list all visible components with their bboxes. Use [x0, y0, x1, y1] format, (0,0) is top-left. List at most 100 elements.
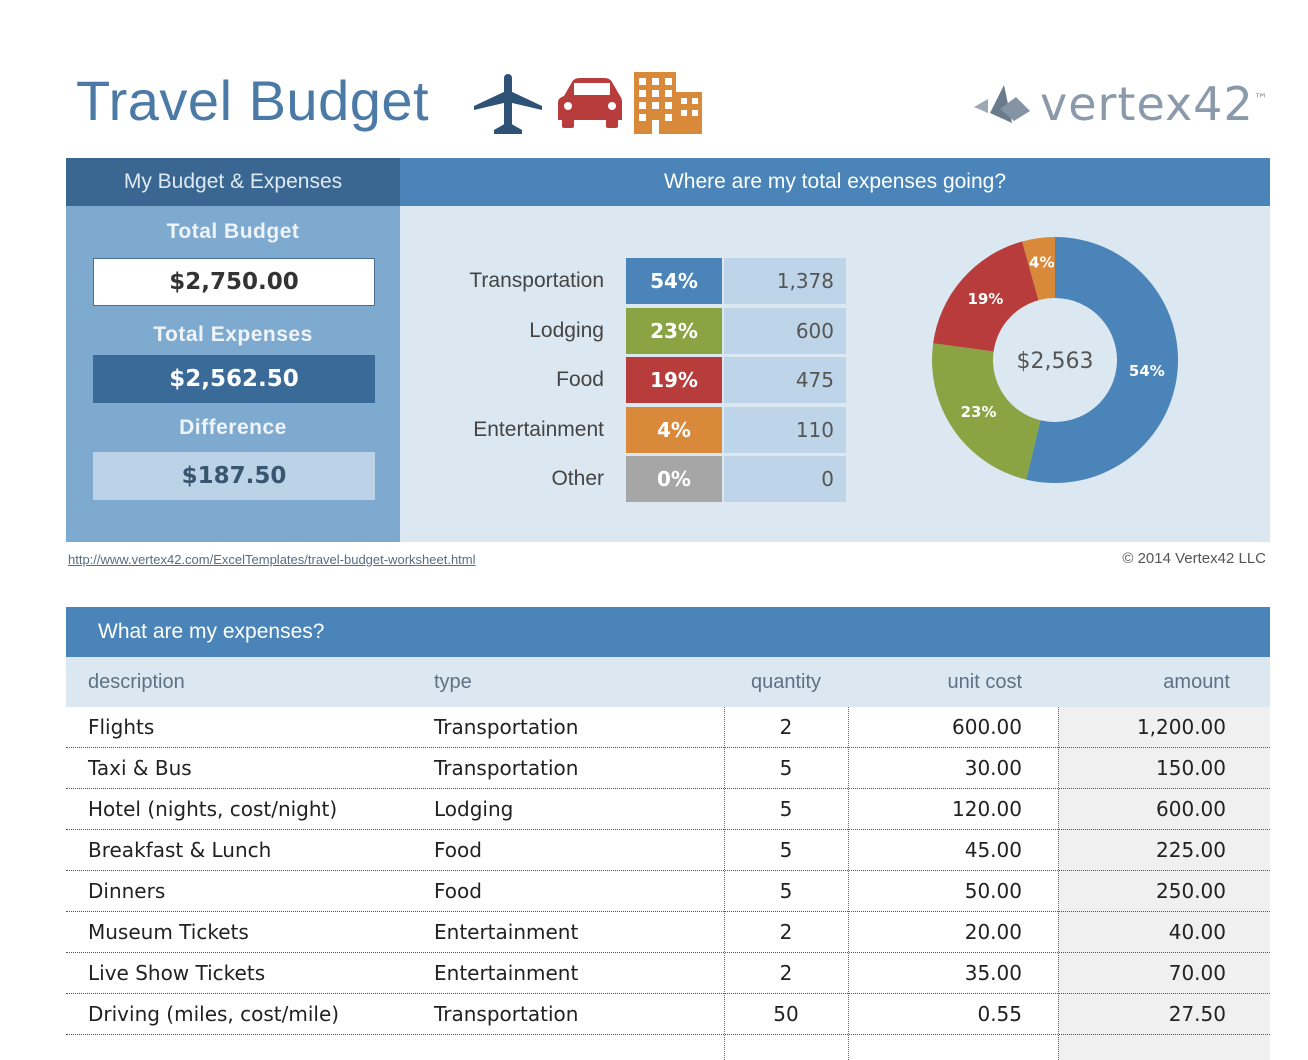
category-percent: 4% [626, 407, 722, 453]
travel-icons [474, 72, 702, 134]
cell-unit-cost[interactable]: 30.00 [964, 756, 1022, 780]
cell-description[interactable]: Taxi & Bus [88, 756, 192, 780]
cell-amount[interactable]: 225.00 [1156, 838, 1226, 862]
column-header-description: description [88, 671, 185, 693]
category-percent: 0% [626, 456, 722, 502]
category-label: Food [556, 368, 604, 391]
cell-quantity[interactable]: 5 [779, 879, 793, 903]
donut-slice-food [933, 241, 1039, 352]
donut-slice-transportation [1026, 237, 1178, 483]
cell-description[interactable]: Driving (miles, cost/mile) [88, 1002, 340, 1026]
cell-quantity[interactable]: 5 [779, 756, 793, 780]
cell-quantity[interactable]: 5 [779, 797, 793, 821]
page-title: Travel Budget [76, 69, 430, 132]
building-icon [634, 72, 702, 134]
table-row [66, 707, 1270, 748]
cell-unit-cost[interactable]: 600.00 [952, 715, 1022, 739]
table-row [66, 912, 1270, 953]
cell-amount[interactable]: 27.50 [1168, 1002, 1226, 1026]
cell-amount[interactable]: 40.00 [1168, 920, 1226, 944]
vertex42-wordmark: vertex42™ [1040, 77, 1269, 131]
vertex42-logo: vertex42™ [972, 76, 1269, 132]
cell-type[interactable]: Food [434, 838, 482, 862]
column-header-quantity: quantity [750, 671, 822, 693]
category-label: Other [551, 467, 604, 490]
cell-amount[interactable]: 1,200.00 [1136, 715, 1226, 739]
cell-amount[interactable]: 150.00 [1156, 756, 1226, 780]
cell-amount[interactable]: 250.00 [1156, 879, 1226, 903]
table-row [66, 871, 1270, 912]
table-row [66, 748, 1270, 789]
category-amount: 1,378 [724, 258, 846, 304]
table-row [66, 830, 1270, 871]
cell-description[interactable]: Hotel (nights, cost/night) [88, 797, 338, 821]
cell-unit-cost[interactable]: 50.00 [964, 879, 1022, 903]
column-divider [1058, 707, 1059, 1060]
column-header-amount: amount [1163, 671, 1230, 693]
airplane-icon [474, 74, 542, 134]
category-amount: 110 [724, 407, 846, 453]
cell-quantity[interactable]: 2 [779, 715, 793, 739]
breakdown-panel-header: Where are my total expenses going? [400, 158, 1270, 206]
cell-quantity[interactable]: 5 [779, 838, 793, 862]
cell-description[interactable]: Flights [88, 715, 155, 739]
category-amount: 475 [724, 357, 846, 403]
cell-type[interactable]: Lodging [434, 797, 514, 821]
cell-unit-cost[interactable]: 20.00 [964, 920, 1022, 944]
column-divider [724, 707, 725, 1060]
cell-type[interactable]: Entertainment [434, 920, 579, 944]
total-budget-label: Total Budget [166, 220, 300, 243]
cell-type[interactable]: Transportation [434, 756, 579, 780]
expense-donut-chart: 54% 23% 19% 4% $2,563 [932, 237, 1178, 483]
expenses-column-header-row [66, 657, 1270, 707]
cell-description[interactable]: Dinners [88, 879, 166, 903]
expenses-table-header: What are my expenses? [66, 607, 1270, 657]
donut-slice-label: 19% [967, 290, 1003, 308]
cell-amount[interactable]: 70.00 [1168, 961, 1226, 985]
cell-type[interactable]: Entertainment [434, 961, 579, 985]
category-label: Transportation [469, 269, 604, 292]
cell-description[interactable]: Museum Tickets [88, 920, 249, 944]
cell-type[interactable]: Food [434, 879, 482, 903]
source-url-link[interactable]: http://www.vertex42.com/ExcelTemplates/t… [68, 552, 476, 567]
table-row [66, 789, 1270, 830]
category-amount: 0 [724, 456, 846, 502]
donut-slice-entertainment [1022, 237, 1055, 301]
cell-unit-cost[interactable]: 0.55 [977, 1002, 1022, 1026]
category-percent: 23% [626, 308, 722, 354]
cell-unit-cost[interactable]: 45.00 [964, 838, 1022, 862]
category-percent: 54% [626, 258, 722, 304]
donut-slice-label: 54% [1129, 362, 1165, 380]
category-label: Lodging [529, 319, 604, 342]
category-amount: 600 [724, 308, 846, 354]
cell-type[interactable]: Transportation [434, 715, 579, 739]
donut-slice-lodging [932, 343, 1041, 480]
total-budget-value[interactable]: $2,750.00 [93, 258, 375, 306]
cell-unit-cost[interactable]: 120.00 [952, 797, 1022, 821]
car-icon [558, 78, 622, 128]
cell-quantity[interactable]: 50 [773, 1002, 799, 1026]
vertex42-mark-icon [974, 85, 1030, 123]
cell-unit-cost[interactable]: 35.00 [964, 961, 1022, 985]
cell-quantity[interactable]: 2 [779, 961, 793, 985]
difference-label: Difference [179, 416, 287, 439]
cell-description[interactable]: Live Show Tickets [88, 961, 266, 985]
category-percent: 19% [626, 357, 722, 403]
cell-quantity[interactable]: 2 [779, 920, 793, 944]
category-label: Entertainment [473, 418, 604, 441]
copyright-text: © 2014 Vertex42 LLC [1122, 550, 1266, 567]
cell-amount[interactable]: 600.00 [1156, 797, 1226, 821]
budget-panel-header: My Budget & Expenses [66, 158, 400, 206]
total-expenses-label: Total Expenses [153, 323, 313, 346]
total-expenses-value: $2,562.50 [93, 355, 375, 403]
donut-center-total: $2,563 [1017, 349, 1094, 374]
cell-type[interactable]: Transportation [434, 1002, 579, 1026]
cell-description[interactable]: Breakfast & Lunch [88, 838, 272, 862]
column-header-unit-cost: unit cost [947, 671, 1022, 693]
table-row [66, 953, 1270, 994]
donut-slice-label: 23% [961, 403, 997, 421]
table-row [66, 994, 1270, 1035]
column-divider [848, 707, 849, 1060]
amount-column-background [1058, 707, 1270, 1060]
difference-value: $187.50 [93, 452, 375, 500]
